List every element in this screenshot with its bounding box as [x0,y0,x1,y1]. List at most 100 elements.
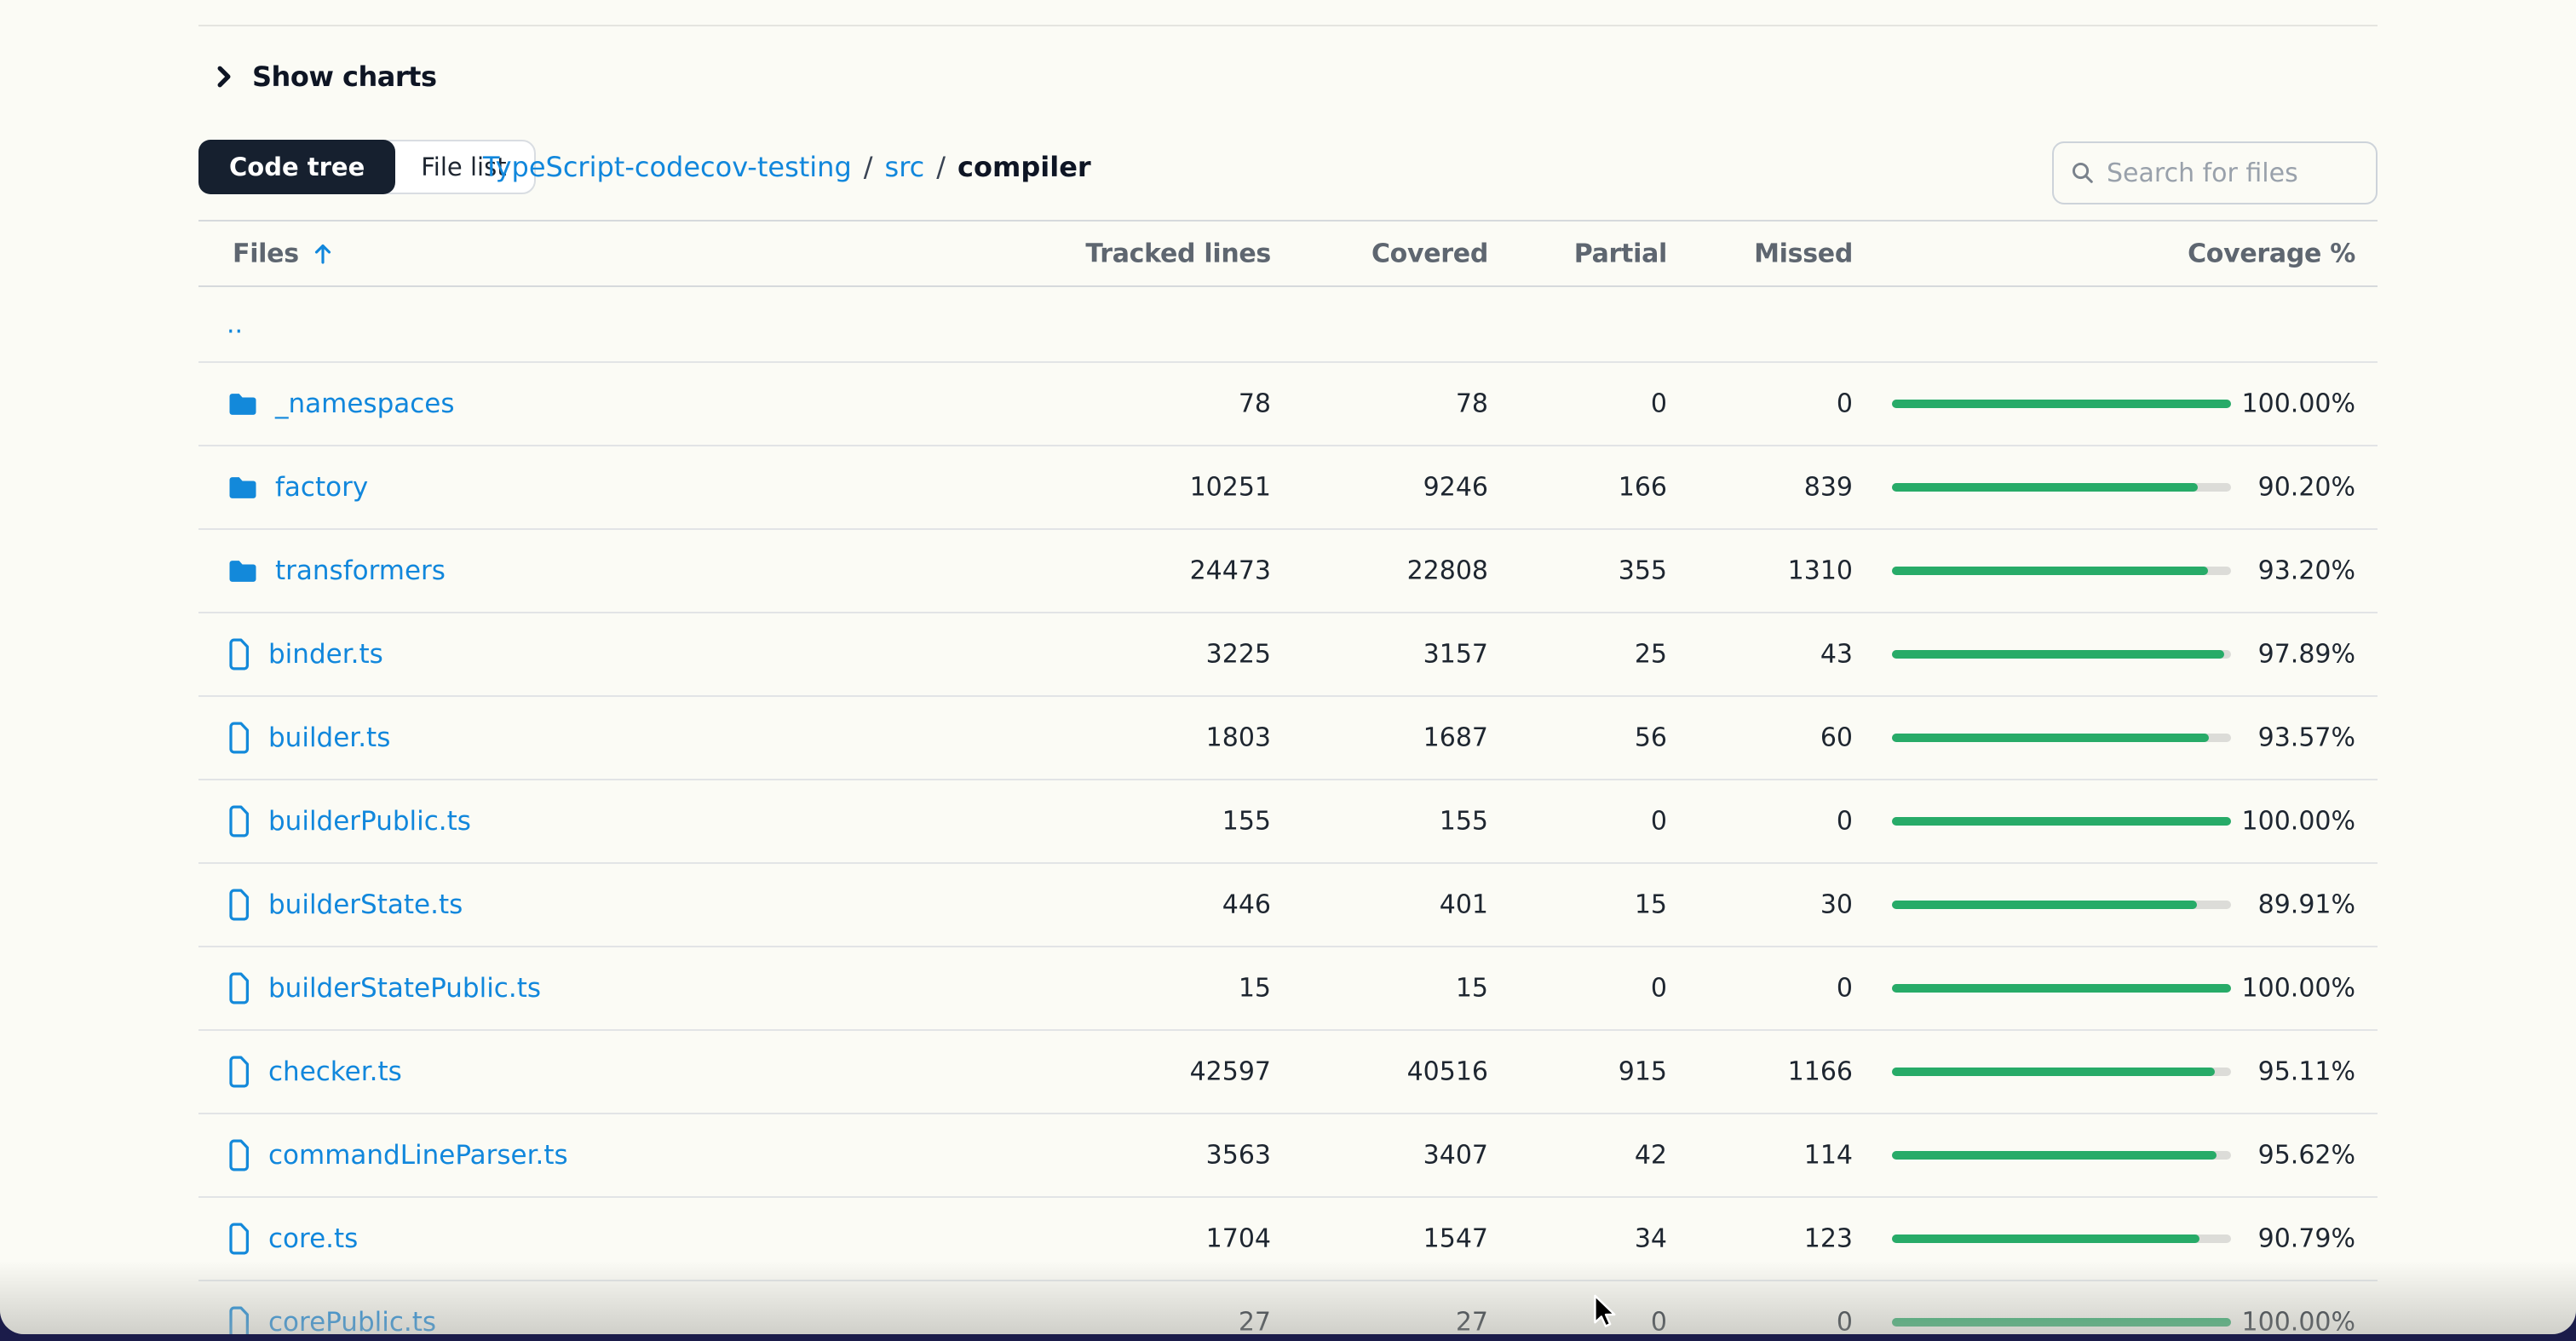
column-header-tracked-lines[interactable]: Tracked lines [1085,239,1271,268]
coverage-bar-track [1892,1068,2231,1076]
file-search-box [2052,141,2378,204]
partial-value: 0 [1650,973,1667,1004]
coverage-bar-track [1892,483,2231,492]
coverage-bar-track [1892,567,2231,575]
sort-ascending-arrow-icon [314,244,331,264]
tracked-lines-value: 15 [1238,973,1271,1004]
covered-value: 9246 [1423,472,1488,503]
table-row: checker.ts 42597 40516 915 1166 95.11% [198,1031,2378,1114]
breadcrumb-src-link[interactable]: src [884,151,925,183]
file-list-tab[interactable]: File list [421,153,507,181]
column-header-covered[interactable]: Covered [1371,239,1488,268]
file-link[interactable]: _namespaces [227,388,455,419]
show-charts-toggle[interactable]: Show charts [213,56,437,97]
file-icon [229,1223,249,1255]
missed-value: 0 [1836,973,1853,1004]
tracked-lines-value: 24473 [1189,555,1271,586]
file-link[interactable]: binder.ts [227,638,383,670]
tracked-lines-value: 78 [1238,388,1271,419]
coverage-bar [1892,1318,2231,1327]
column-header-coverage[interactable]: Coverage % [2188,239,2355,268]
file-link[interactable]: builder.ts [227,722,390,754]
coverage-bar [1892,817,2231,826]
coverage-bar-track [1892,984,2231,993]
partial-value: 0 [1650,388,1667,419]
coverage-bar-fill [1892,817,2231,826]
file-link[interactable]: checker.ts [227,1056,402,1088]
file-link[interactable]: factory [227,472,368,503]
covered-value: 40516 [1406,1056,1488,1087]
breadcrumb: TypeScript-codecov-testing / src / compi… [483,136,1091,198]
breadcrumb-separator: / [863,151,873,183]
code-tree-tab[interactable]: Code tree [198,140,396,194]
file-link[interactable]: corePublic.ts [227,1306,436,1334]
coverage-bar-fill [1892,734,2210,742]
column-header-files[interactable]: Files [233,239,333,268]
covered-value: 15 [1455,973,1488,1004]
folder-icon [229,560,256,582]
coverage-bar [1892,1151,2231,1160]
partial-value: 355 [1618,555,1667,586]
file-icon [229,722,249,754]
partial-value: 34 [1634,1223,1667,1254]
coverage-bar [1892,1235,2231,1243]
table-row: builderPublic.ts 155 155 0 0 100.00% [198,780,2378,864]
coverage-bar-fill [1892,400,2231,408]
tracked-lines-value: 10251 [1189,472,1271,503]
file-name: transformers [275,555,446,586]
parent-directory-link[interactable]: .. [227,309,244,339]
coverage-percent: 90.20% [2257,472,2355,503]
covered-value: 3157 [1423,639,1488,670]
file-name: commandLineParser.ts [268,1140,568,1171]
file-name: builderState.ts [268,889,463,920]
file-icon [229,889,249,921]
coverage-percent: 100.00% [2241,973,2355,1004]
coverage-percent: 95.62% [2257,1140,2355,1171]
missed-value: 43 [1820,639,1853,670]
partial-value: 56 [1634,722,1667,753]
coverage-percent: 100.00% [2241,1307,2355,1335]
file-icon [229,1056,249,1088]
coverage-percent: 90.79% [2257,1223,2355,1254]
file-link[interactable]: builderState.ts [227,889,463,921]
search-input[interactable] [2107,158,2359,188]
coverage-bar [1892,1068,2231,1076]
missed-value: 1166 [1787,1056,1853,1087]
file-name: factory [275,472,369,503]
coverage-bar-fill [1892,1151,2217,1160]
coverage-percent: 89.91% [2257,889,2355,920]
file-link[interactable]: core.ts [227,1223,358,1255]
breadcrumb-repo-link[interactable]: TypeScript-codecov-testing [483,151,852,183]
missed-value: 839 [1803,472,1853,503]
file-name: binder.ts [268,639,383,670]
search-icon [2072,162,2093,183]
column-header-partial[interactable]: Partial [1573,239,1668,268]
coverage-bar-track [1892,817,2231,826]
missed-value: 114 [1803,1140,1853,1171]
coverage-bar-fill [1892,483,2198,492]
tracked-lines-value: 446 [1222,889,1271,920]
file-link[interactable]: builderStatePublic.ts [227,972,541,1004]
file-name: builderPublic.ts [268,806,471,837]
file-name: builder.ts [268,722,391,753]
covered-value: 78 [1455,388,1488,419]
table-row: transformers 24473 22808 355 1310 93.20% [198,530,2378,613]
table-row: commandLineParser.ts 3563 3407 42 114 95… [198,1114,2378,1198]
missed-value: 30 [1820,889,1853,920]
table-row: _namespaces 78 78 0 0 100.00% [198,363,2378,446]
file-link[interactable]: transformers [227,555,446,586]
covered-value: 155 [1439,806,1488,837]
table-row: corePublic.ts 27 27 0 0 100.00% [198,1281,2378,1334]
table-row: factory 10251 9246 166 839 90.20% [198,446,2378,530]
table-header-row: Files Tracked lines Covered Partial Miss… [198,222,2378,287]
tracked-lines-value: 1704 [1205,1223,1271,1254]
coverage-bar-fill [1892,984,2231,993]
coverage-bar-track [1892,400,2231,408]
file-link[interactable]: commandLineParser.ts [227,1139,568,1171]
partial-value: 166 [1618,472,1667,503]
file-link[interactable]: builderPublic.ts [227,805,471,837]
table-row: core.ts 1704 1547 34 123 90.79% [198,1198,2378,1281]
file-icon [229,972,249,1004]
column-header-missed[interactable]: Missed [1754,239,1853,268]
